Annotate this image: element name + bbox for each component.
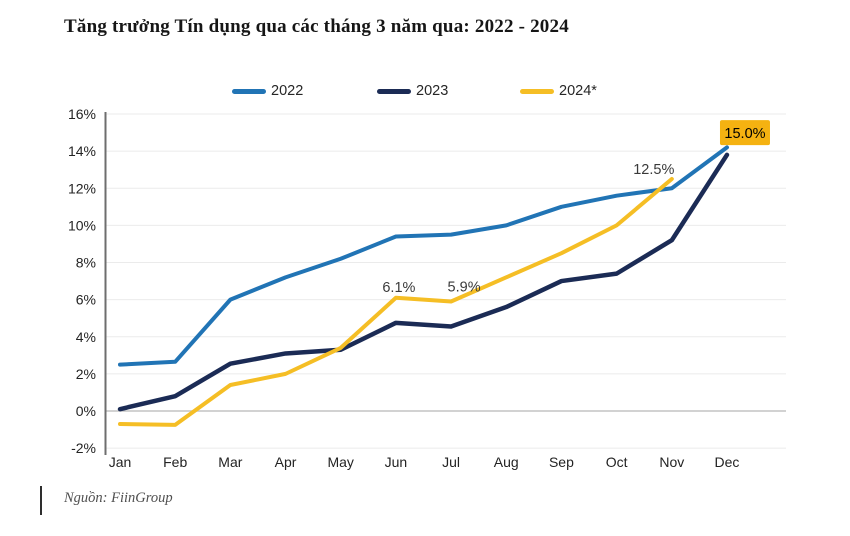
legend-label-2024: 2024*	[559, 83, 597, 99]
legend-line-swatch-2023-icon	[377, 88, 411, 94]
y-axis-tick-label: 0%	[76, 403, 96, 419]
legend-item-2022: 2022	[232, 83, 303, 99]
source-text: Nguồn: FiinGroup	[64, 490, 173, 506]
x-axis-month-label: May	[327, 454, 353, 470]
annotation-label-1: 5.9%	[448, 279, 481, 295]
x-axis-month-label: Nov	[659, 454, 684, 470]
chart-title: Tăng trưởng Tín dụng qua các tháng 3 năm…	[64, 16, 569, 37]
series-line-2023	[117, 152, 730, 412]
x-axis-month-label: Jun	[385, 454, 408, 470]
y-axis-tick-label: -2%	[71, 440, 96, 456]
annotation-label-3: 15.0%	[724, 126, 765, 142]
annotation-label-0: 6.1%	[382, 280, 415, 296]
y-axis-tick-label: 14%	[68, 143, 96, 159]
y-axis-tick-label: 6%	[76, 292, 96, 308]
x-axis-month-label: Apr	[275, 454, 297, 470]
legend-item-2024: 2024*	[520, 83, 597, 99]
y-axis-tick-label: 4%	[76, 329, 96, 345]
y-axis-tick-label: 2%	[76, 366, 96, 382]
y-axis-tick-label: 12%	[68, 180, 96, 196]
x-axis-month-label: Sep	[549, 454, 574, 470]
y-axis-tick-label: 16%	[68, 106, 96, 122]
x-axis-month-label: Mar	[218, 454, 242, 470]
x-axis-month-label: Jan	[109, 454, 132, 470]
legend-line-swatch-2024-icon	[520, 88, 554, 94]
y-axis-tick-label: 8%	[76, 255, 96, 271]
annotation-highlight-box	[719, 120, 770, 146]
legend-label-2022: 2022	[271, 83, 304, 99]
x-axis-month-label: Feb	[163, 454, 187, 470]
legend-label-2023: 2023	[416, 83, 449, 99]
legend-item-2023: 2023	[377, 83, 448, 99]
y-axis-tick-label: 10%	[68, 217, 96, 233]
x-axis-month-label: Dec	[715, 454, 740, 470]
x-axis-month-label: Jul	[442, 454, 460, 470]
series-line-2022	[118, 145, 729, 367]
x-axis-month-label: Aug	[494, 454, 519, 470]
legend-line-swatch-2022-icon	[232, 88, 266, 94]
legend: 2022 2023 2024*	[0, 83, 850, 105]
annotation-label-2: 12.5%	[633, 162, 674, 178]
line-chart-plot-area: -2% 0% 2% 4% 6% 8% 10% 12% 14% 16% Jan Feb Mar Apr May…	[68, 106, 786, 470]
x-axis-month-label: Oct	[606, 454, 628, 470]
series-line-2024	[118, 176, 674, 427]
source-divider-bar	[40, 486, 42, 515]
